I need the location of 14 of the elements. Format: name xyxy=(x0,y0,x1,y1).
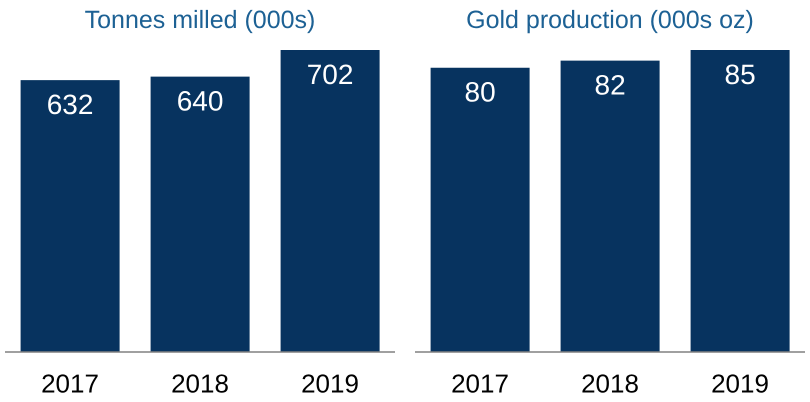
chart-title: Tonnes milled (000s) xyxy=(84,5,316,36)
data-label: 640 xyxy=(176,86,224,117)
chart-title: Gold production (000s oz) xyxy=(465,5,755,36)
data-label: 82 xyxy=(594,70,626,101)
x-tick-label: 2018 xyxy=(581,368,639,398)
x-tick-label: 2019 xyxy=(301,368,359,398)
data-label: 632 xyxy=(46,88,94,120)
x-tick-label: 2017 xyxy=(451,368,509,398)
data-label: 85 xyxy=(724,58,756,90)
data-label: 80 xyxy=(464,76,496,108)
x-tick-label: 2017 xyxy=(41,368,99,398)
x-tick-label: 2018 xyxy=(171,368,229,398)
data-label: 702 xyxy=(306,58,354,90)
x-tick-label: 2019 xyxy=(711,368,769,398)
